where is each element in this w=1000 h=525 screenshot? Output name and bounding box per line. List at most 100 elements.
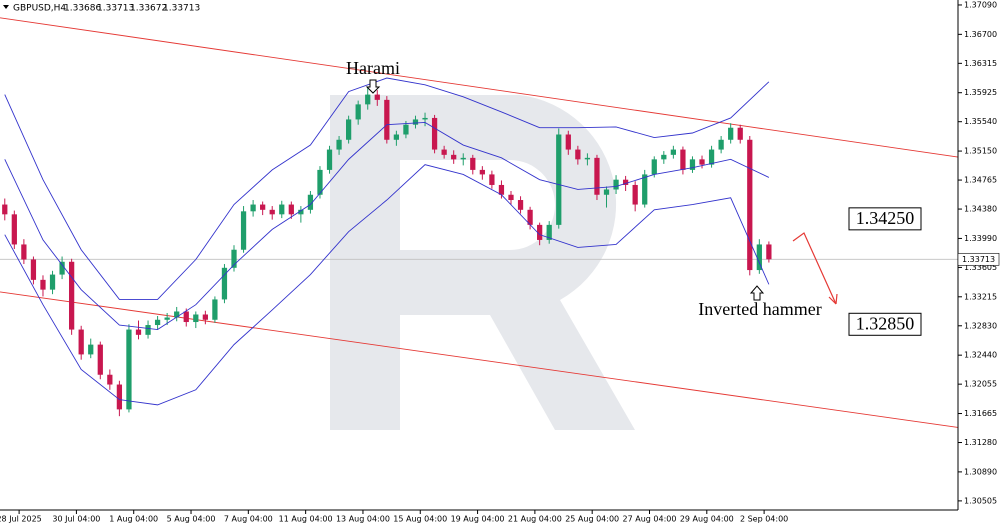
header-close: 1.33713	[163, 4, 200, 14]
candle-body	[21, 244, 27, 260]
candle-body	[97, 344, 103, 375]
channel-line	[0, 17, 959, 158]
candle-body	[135, 329, 142, 335]
candle-body	[728, 127, 734, 140]
forecast-arrow	[792, 232, 837, 305]
plot-area	[0, 17, 959, 428]
x-tick-label: 21 Aug 04:00	[508, 515, 562, 524]
candle-body	[689, 159, 696, 170]
candle-body	[651, 159, 657, 175]
y-tick-label: 1.33215	[964, 292, 997, 301]
forecast-arrowhead	[828, 293, 838, 305]
x-tick-label: 7 Aug 04:00	[224, 515, 273, 524]
bollinger-band	[4, 121, 770, 331]
candle-body	[231, 249, 237, 268]
candle-body	[498, 184, 505, 195]
current-price-box	[957, 252, 1000, 266]
candle-body	[680, 149, 686, 170]
candle-body	[460, 157, 466, 160]
y-tick-label: 1.34380	[964, 205, 997, 214]
y-tick-label: 1.36315	[964, 59, 997, 68]
y-tick-label: 1.30890	[964, 467, 997, 476]
candle-body	[269, 209, 275, 215]
candle-body	[527, 209, 533, 225]
y-tick-label: 1.31665	[964, 409, 997, 418]
candle-body	[154, 319, 161, 326]
candle-body	[326, 149, 333, 170]
level-label: 1.32850	[856, 313, 915, 333]
annotation-arrow	[365, 79, 381, 94]
candle-body	[613, 179, 619, 190]
x-tick-label: 28 Jul 2025	[0, 515, 42, 524]
candle-body	[202, 314, 208, 320]
candle-body	[126, 329, 132, 410]
candle-body	[145, 325, 151, 335]
candle-body	[298, 209, 304, 215]
candle-body	[345, 119, 352, 140]
candle-body	[632, 184, 638, 205]
candle-body	[240, 211, 247, 250]
candle-body	[766, 244, 772, 260]
x-tick-label: 27 Aug 04:00	[623, 515, 677, 524]
header-low: 1.33672	[130, 4, 167, 14]
y-tick-label: 1.30505	[964, 496, 997, 505]
x-tick-label: 30 Jul 04:00	[52, 515, 100, 524]
candle-body	[317, 169, 323, 195]
candle-body	[403, 124, 409, 135]
candle-body	[49, 274, 56, 290]
symbol: GBPUSD,H4	[13, 4, 66, 14]
annotation-arrow	[749, 285, 765, 301]
candle-body	[355, 104, 361, 120]
annotation: Inverted hammer	[698, 299, 821, 319]
level-box	[848, 312, 922, 336]
candle-body	[116, 384, 123, 410]
y-tick-label: 1.33990	[964, 234, 997, 243]
candle-body	[412, 119, 419, 125]
candle-body	[30, 259, 37, 280]
candle-body	[393, 134, 400, 140]
candle-body	[594, 157, 600, 195]
candle-body	[374, 94, 380, 100]
annotation: Harami	[346, 58, 400, 78]
candle-body	[747, 139, 753, 271]
candle-body	[556, 134, 562, 225]
x-tick-label: 2 Sep 04:00	[740, 515, 788, 524]
candle-body	[279, 204, 285, 215]
y-tick-label: 1.32440	[964, 351, 997, 360]
y-tick-label: 1.32055	[964, 380, 997, 389]
x-tick-label: 13 Aug 04:00	[336, 515, 390, 524]
candle-body	[537, 224, 543, 240]
candle-body	[603, 189, 610, 195]
candle-body	[737, 127, 743, 140]
candle-body	[2, 204, 8, 215]
candle-body	[479, 169, 485, 175]
y-tick-label: 1.35925	[964, 88, 997, 97]
candle-body	[174, 311, 180, 318]
candle-body	[164, 317, 170, 320]
y-tick-label: 1.32830	[964, 321, 997, 330]
level-box	[848, 207, 922, 231]
candle-body	[78, 329, 84, 355]
candle-body	[584, 157, 591, 160]
candle-body	[260, 204, 266, 210]
current-price-label: 1.33713	[962, 255, 995, 264]
x-tick-label: 11 Aug 04:00	[279, 515, 333, 524]
candle-body	[670, 149, 676, 155]
candle-body	[307, 194, 314, 210]
header-high: 1.33713	[97, 4, 134, 14]
candle-body	[441, 149, 447, 155]
candle-body	[88, 344, 94, 355]
candle-body	[451, 154, 457, 160]
watermark	[330, 95, 635, 430]
candle-body	[517, 200, 524, 210]
candle-body	[422, 117, 428, 120]
candle-body	[489, 174, 495, 185]
y-tick-label: 1.36700	[964, 30, 997, 39]
candle-body	[508, 194, 514, 201]
candle-body	[69, 261, 75, 330]
candle-body	[718, 139, 724, 150]
candle-body	[431, 117, 438, 150]
candle-body	[107, 374, 113, 385]
candle-body	[221, 267, 228, 300]
